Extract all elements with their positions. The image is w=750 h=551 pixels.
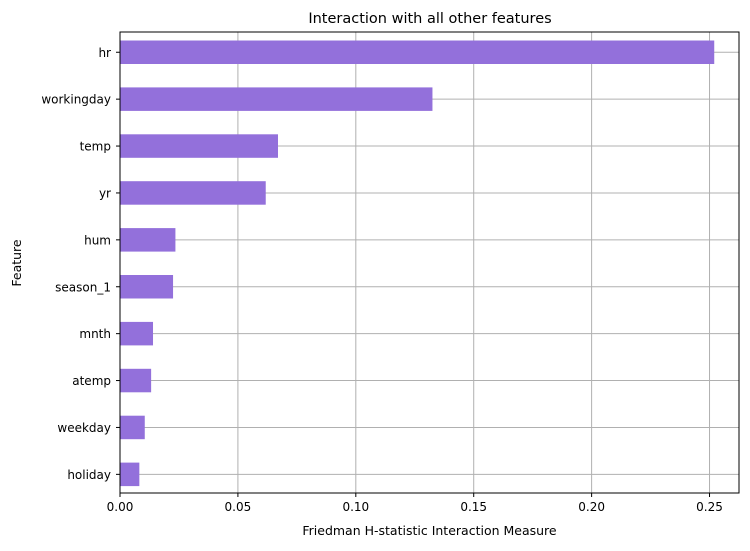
x-tick-label: 0.25 [696, 500, 723, 514]
y-tick-label: workingday [41, 93, 111, 107]
x-tick-label: 0.20 [578, 500, 605, 514]
bar-temp [120, 134, 278, 158]
x-tick-label: 0.05 [225, 500, 252, 514]
y-tick-label: weekday [57, 421, 111, 435]
plot-frame [119, 31, 740, 494]
bar-season_1 [120, 275, 174, 299]
bar-hum [120, 228, 176, 252]
y-tick-label: holiday [67, 468, 111, 482]
y-tick-label: hr [98, 46, 111, 60]
x-tick-label: 0.15 [460, 500, 487, 514]
bar-holiday [120, 462, 140, 487]
x-axis-label: Friedman H-statistic Interaction Measure [302, 523, 557, 538]
bar-yr [120, 181, 266, 205]
y-tick-label: hum [84, 233, 111, 247]
y-axis-label: Feature [9, 239, 24, 287]
chart-title: Interaction with all other features [308, 11, 551, 27]
y-tick-label: temp [80, 140, 111, 154]
bar-atemp [120, 368, 152, 393]
x-axis-ticks: 0.00 0.05 0.10 0.15 0.20 0.25 [107, 493, 723, 514]
grid-lines [119, 32, 739, 493]
bar-mnth [120, 321, 154, 346]
y-tick-label: mnth [79, 327, 111, 341]
x-tick-label: 0.10 [342, 500, 369, 514]
bars [120, 40, 715, 487]
y-tick-label: season_1 [55, 280, 111, 294]
bar-hr [120, 40, 715, 64]
y-tick-label: atemp [72, 374, 111, 388]
y-tick-label: yr [99, 186, 111, 200]
bar-workingday [120, 87, 433, 111]
bar-weekday [120, 415, 145, 440]
x-tick-label: 0.00 [107, 500, 134, 514]
